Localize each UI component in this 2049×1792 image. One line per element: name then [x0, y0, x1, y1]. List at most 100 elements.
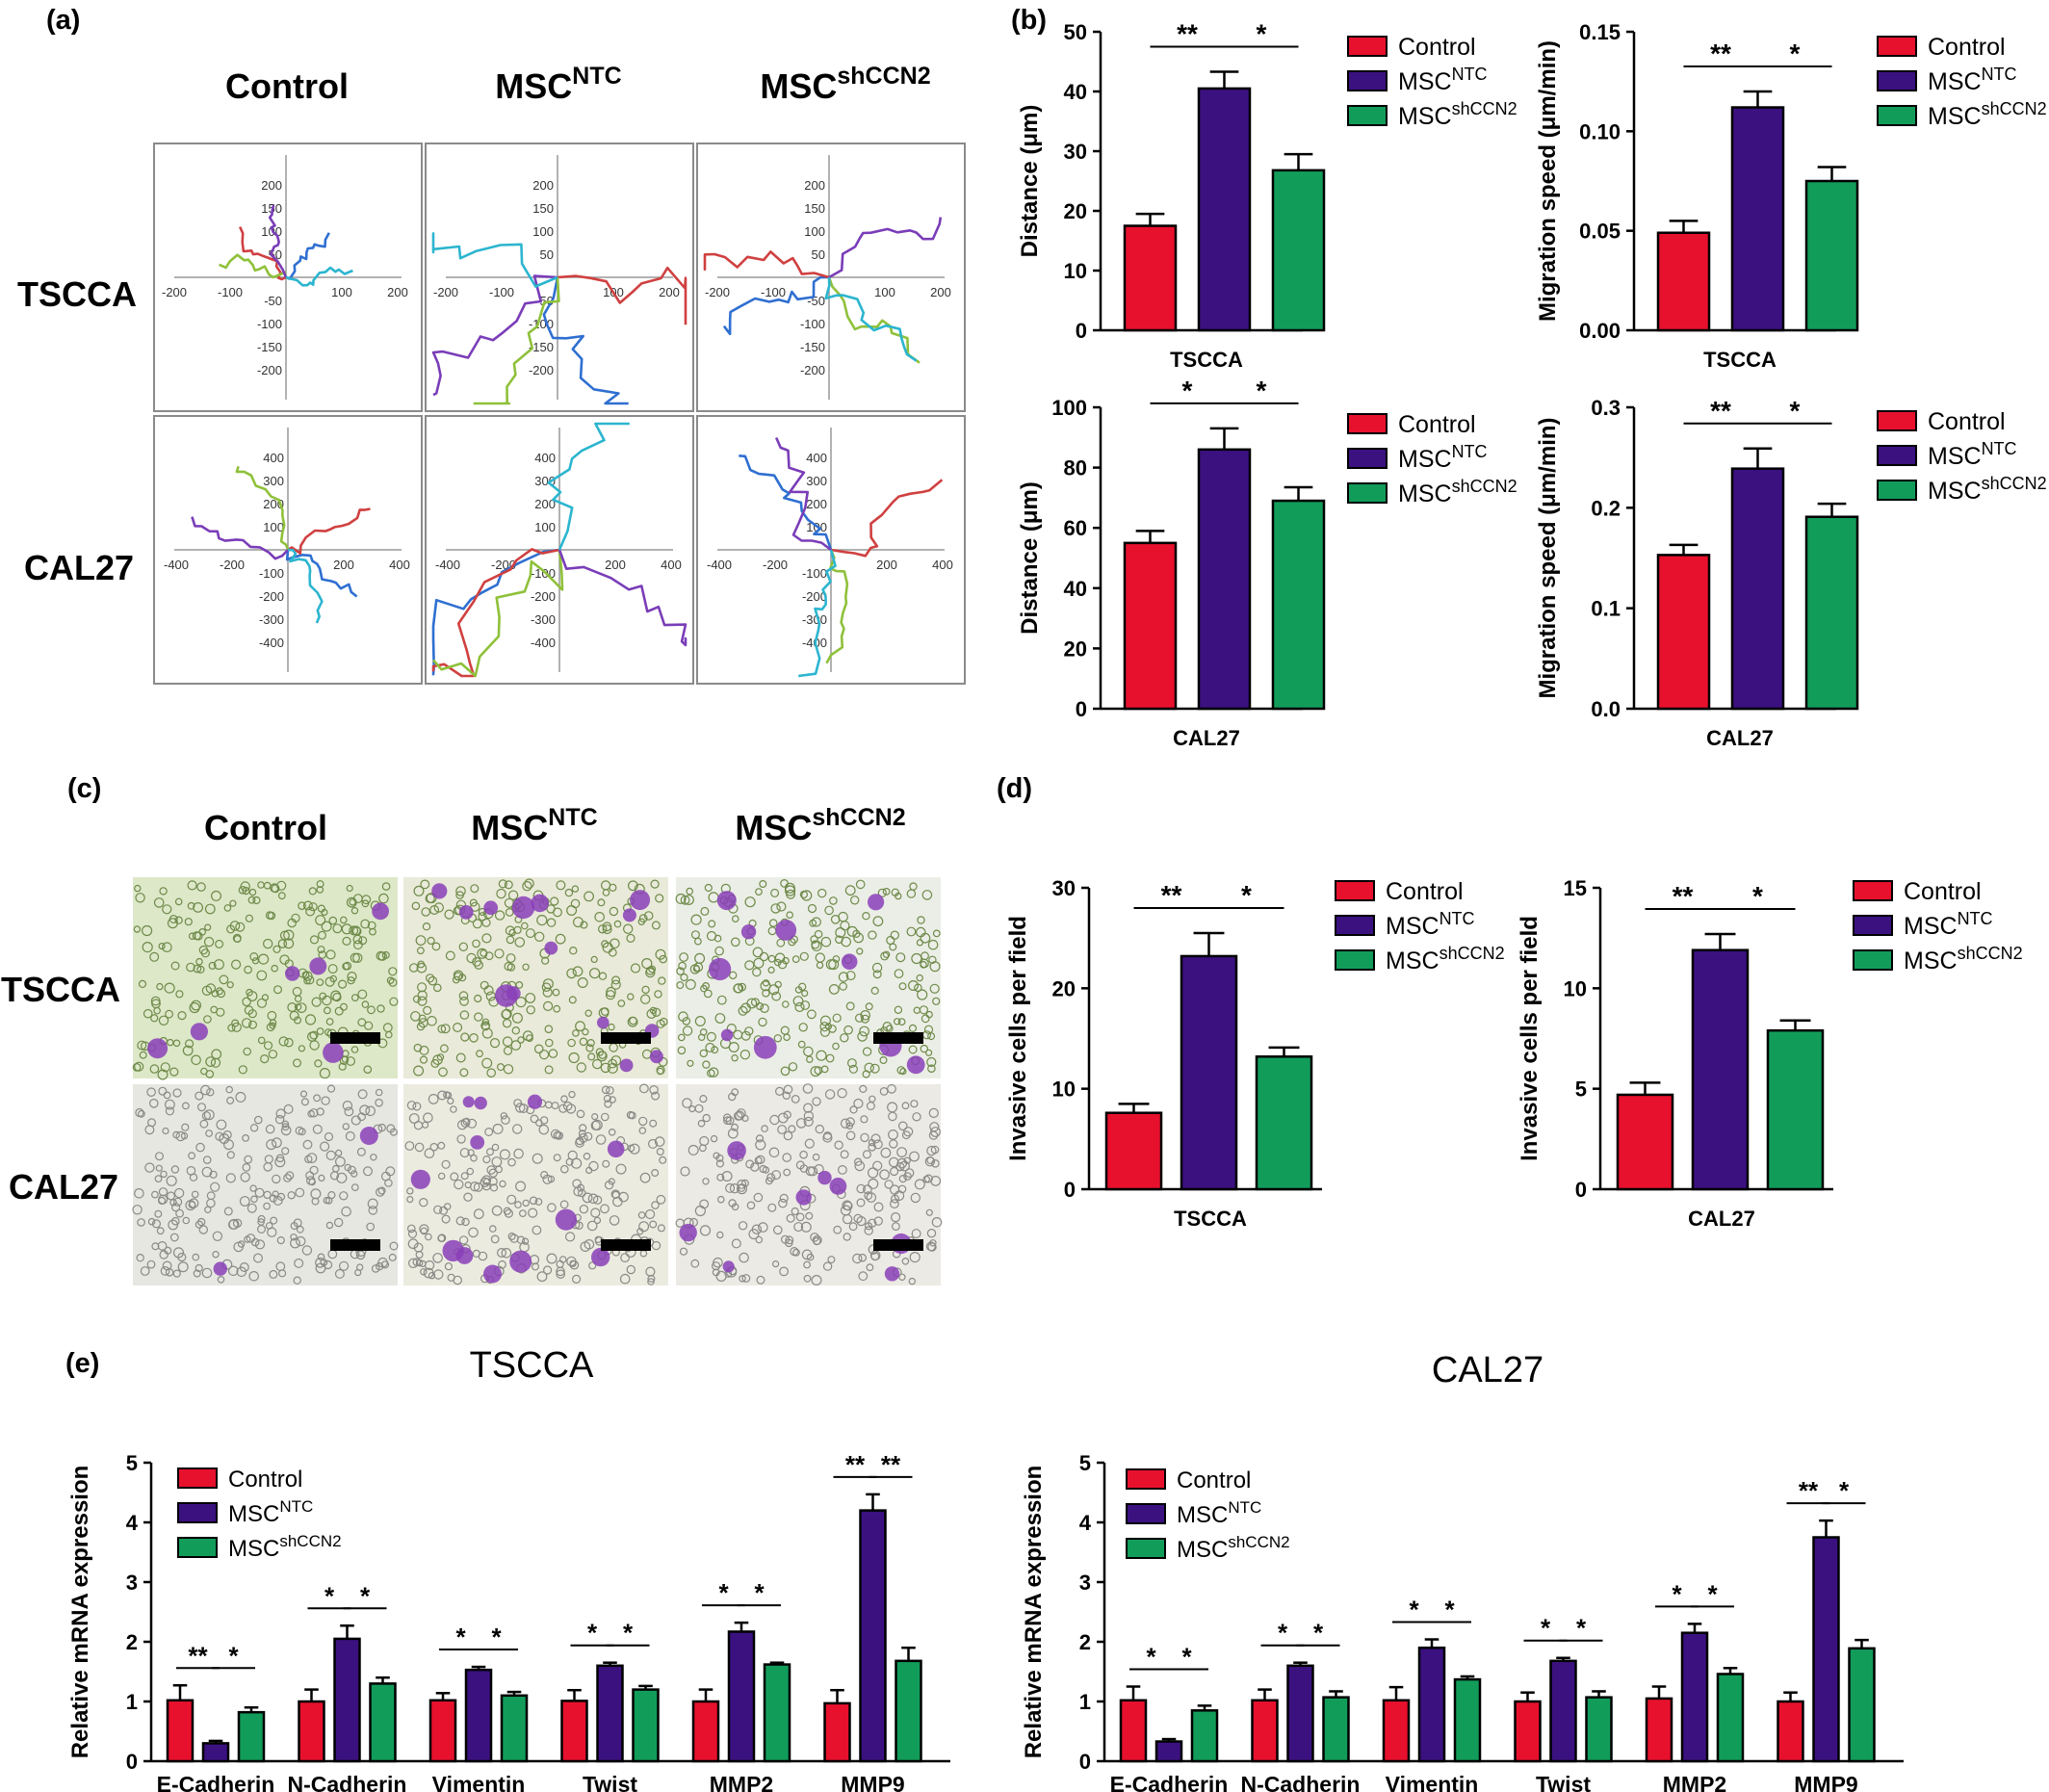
membrane-pore — [699, 1225, 712, 1236]
membrane-pore — [604, 1100, 612, 1108]
membrane-pore — [283, 938, 295, 949]
membrane-pore — [338, 979, 348, 989]
significance-label: * — [1444, 1596, 1455, 1624]
membrane-pore — [602, 924, 612, 935]
membrane-pore — [814, 929, 823, 939]
membrane-pore — [509, 1234, 519, 1243]
membrane-pore — [422, 922, 431, 931]
membrane-pore — [412, 1102, 422, 1111]
membrane-pore — [750, 998, 760, 1007]
membrane-pore — [231, 1022, 242, 1032]
membrane-pore — [343, 961, 352, 971]
membrane-pore — [890, 930, 900, 940]
membrane-pore — [884, 1180, 894, 1189]
membrane-pore — [204, 903, 216, 915]
microscopy-images — [132, 877, 943, 1286]
membrane-pore — [721, 1170, 733, 1182]
x-tick-label: 200 — [930, 285, 951, 299]
membrane-pore — [862, 1047, 872, 1056]
membrane-pore — [302, 1139, 313, 1150]
membrane-pore — [235, 1091, 246, 1103]
membrane-pore — [295, 1187, 305, 1198]
membrane-pore — [805, 1211, 814, 1220]
membrane-pore — [423, 1112, 433, 1123]
bar — [895, 1659, 922, 1763]
membrane-pore — [204, 923, 212, 931]
membrane-pore — [164, 982, 175, 994]
membrane-pore — [788, 938, 796, 947]
membrane-pore — [930, 1175, 942, 1186]
membrane-pore — [484, 1127, 494, 1136]
membrane-pore — [356, 1263, 364, 1271]
y-tick-label: -100 — [257, 317, 282, 331]
membrane-pore — [600, 1112, 610, 1122]
membrane-pore — [584, 1009, 592, 1017]
membrane-pore — [375, 1098, 383, 1107]
membrane-pore — [542, 1000, 554, 1012]
membrane-pore — [568, 996, 577, 1004]
membrane-pore — [776, 901, 787, 912]
membrane-pore — [925, 1208, 933, 1216]
membrane-pore — [630, 963, 641, 974]
membrane-pore — [257, 1218, 265, 1226]
membrane-pore — [371, 1264, 380, 1273]
membrane-pore — [308, 902, 318, 912]
significance-label: ** — [1177, 19, 1198, 49]
membrane-pore — [181, 1102, 190, 1110]
membrane-pore — [314, 1059, 323, 1068]
stained-cell — [544, 941, 558, 955]
membrane-pore — [595, 1134, 607, 1145]
y-axis-label: Invasive cells per field — [1005, 916, 1031, 1161]
membrane-pore — [242, 1162, 251, 1172]
membrane-pore — [342, 1123, 350, 1130]
membrane-pore — [725, 1182, 736, 1193]
membrane-pore — [530, 1114, 539, 1124]
membrane-pore — [350, 1115, 361, 1126]
y-tick-label: -300 — [531, 612, 556, 627]
membrane-pore — [155, 1164, 163, 1172]
membrane-pore — [882, 950, 891, 959]
membrane-pore — [651, 921, 661, 930]
membrane-pore — [646, 1008, 657, 1020]
membrane-pore — [680, 1166, 690, 1177]
y-tick-label: 0.2 — [1591, 496, 1621, 520]
membrane-pore — [267, 1010, 277, 1021]
membrane-pore — [458, 991, 469, 1000]
c-col-sh: MSCshCCN2 — [735, 804, 905, 847]
cell-track — [558, 549, 687, 647]
bar — [727, 1630, 756, 1763]
membrane-pore — [608, 1129, 616, 1136]
membrane-pore — [162, 904, 172, 915]
membrane-pore — [143, 1008, 153, 1019]
bar — [369, 1682, 397, 1763]
membrane-pore — [195, 1142, 205, 1153]
membrane-pore — [739, 1252, 749, 1263]
membrane-pore — [534, 1198, 543, 1206]
membrane-pore — [309, 1030, 319, 1040]
membrane-pore — [600, 1204, 610, 1214]
membrane-pore — [839, 981, 847, 991]
membrane-pore — [712, 1268, 720, 1277]
bar — [691, 1700, 720, 1763]
membrane-pore — [860, 1010, 870, 1021]
stained-cell — [372, 902, 389, 921]
membrane-pore — [740, 1002, 751, 1014]
membrane-pore — [802, 1083, 814, 1094]
membrane-pore — [913, 1006, 921, 1014]
membrane-pore — [217, 1276, 225, 1284]
membrane-pore — [504, 880, 513, 890]
membrane-pore — [679, 952, 688, 962]
membrane-pore — [800, 1221, 812, 1233]
membrane-pore — [832, 955, 841, 963]
membrane-pore — [357, 1018, 367, 1027]
membrane-pore — [734, 1111, 743, 1121]
cell-track — [191, 516, 289, 560]
membrane-pore — [602, 889, 610, 896]
membrane-pore — [699, 1028, 708, 1036]
legend-swatch — [1335, 915, 1375, 936]
membrane-pore — [419, 1224, 429, 1234]
membrane-pore — [916, 974, 923, 982]
legend-swatch — [1335, 880, 1375, 901]
membrane-pore — [195, 1263, 203, 1273]
